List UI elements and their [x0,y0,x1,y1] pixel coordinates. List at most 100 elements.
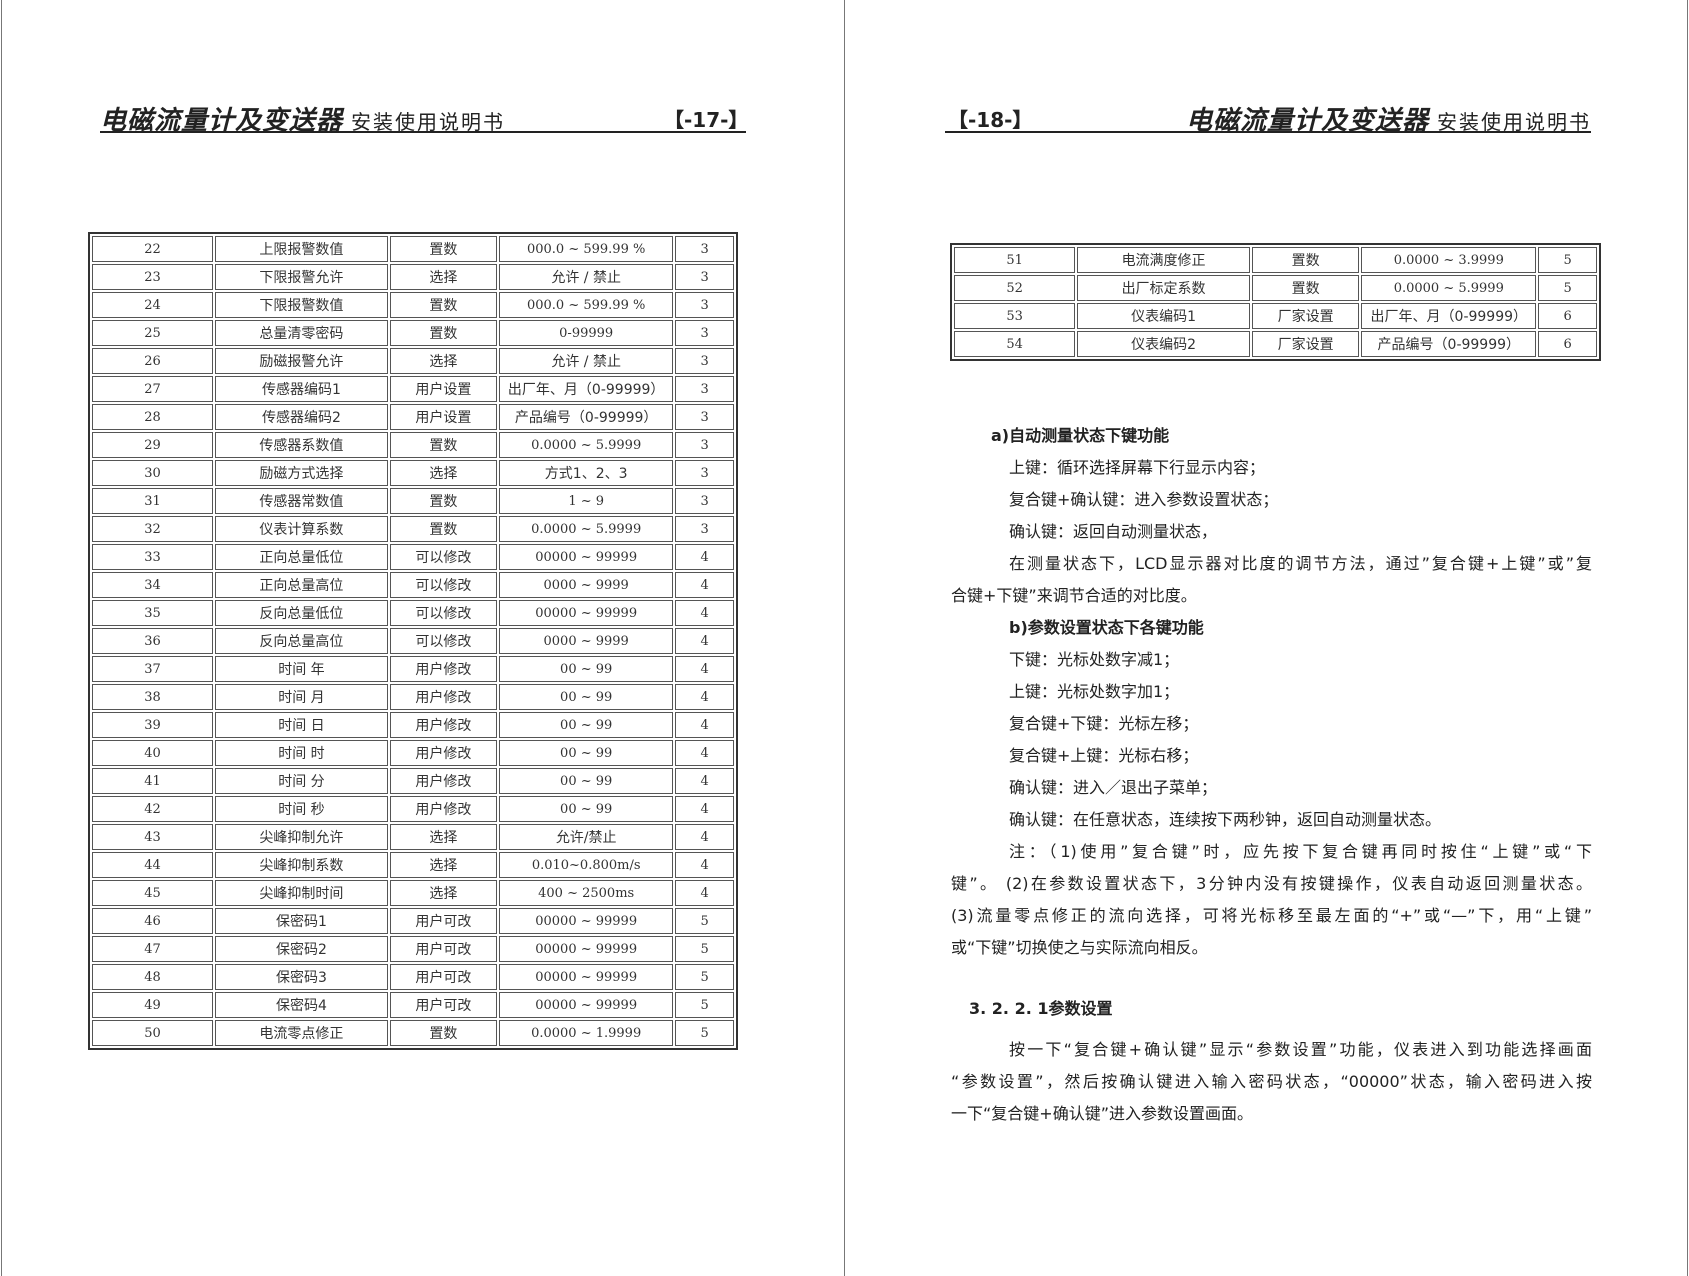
param-name: 传感器编码1 [215,376,388,402]
param-number: 34 [92,572,214,598]
param-mode: 厂家设置 [1251,331,1360,357]
table-row: 46 保密码1 用户可改 00000 ~ 99999 5 [92,908,734,934]
param-name: 电流零点修正 [215,1020,388,1046]
param-range: 出厂年、月（0-99999） [498,376,674,402]
param-number: 53 [954,303,1076,329]
table-row: 22 上限报警数值 置数 000.0 ~ 599.99 % 3 [92,236,734,262]
param-range: 00000 ~ 99999 [498,908,674,934]
table-row: 42 时间 秒用户修改 00 ~ 99 4 [92,796,734,822]
table-row: 52 出厂标定系数 置数 0.0000 ~ 5.9999 5 [954,275,1597,301]
text-line: 上键：循环选择屏幕下行显示内容； [1009,458,1266,477]
right-header-rule [945,131,1591,133]
param-mode: 用户修改 [389,740,497,766]
param-number: 38 [92,684,214,710]
param-number: 27 [92,376,214,402]
param-mode: 可以修改 [389,628,497,654]
table-row: 45 尖峰抑制时间 选择 400 ~ 2500ms 4 [92,880,734,906]
table-row: 54 仪表编码2 厂家设置 产品编号（0-99999） 6 [954,331,1597,357]
param-level: 3 [675,516,734,542]
text-line: b)参数设置状态下各键功能 [1009,618,1204,637]
param-number: 41 [92,768,214,794]
param-level: 4 [675,880,734,906]
param-mode: 用户设置 [389,376,497,402]
param-level: 3 [675,264,734,290]
param-range: 00 ~ 99 [498,796,674,822]
param-level: 4 [675,684,734,710]
manual-subtitle: 安装使用说明书 [1437,110,1591,134]
param-level: 4 [675,600,734,626]
param-range: 产品编号（0-99999） [1361,331,1537,357]
text-line: (3)流量零点修正的流向选择，可将光标移至最左面的“+”或“—”下，用“上键” [951,906,1592,925]
param-range: 产品编号（0-99999） [498,404,674,430]
table-row: 50 电流零点修正 置数 0.0000 ~ 1.9999 5 [92,1020,734,1046]
param-mode: 用户修改 [389,768,497,794]
param-name: 保密码2 [215,936,388,962]
table-row: 28 传感器编码2 用户设置 产品编号（0-99999） 3 [92,404,734,430]
param-range: 允许 / 禁止 [498,348,674,374]
parameter-table-left: 22 上限报警数值 置数 000.0 ~ 599.99 % 3 23 下限报警允许 选择 允许 … [88,232,738,1050]
param-number: 51 [954,247,1076,273]
param-range: 00 ~ 99 [498,740,674,766]
param-range: 400 ~ 2500ms [498,880,674,906]
text-line: 上键：光标处数字加1； [1009,682,1180,701]
param-number: 48 [92,964,214,990]
param-range: 允许 / 禁止 [498,264,674,290]
param-name: 出厂标定系数 [1077,275,1250,301]
param-mode: 用户修改 [389,712,497,738]
param-level: 5 [1538,247,1597,273]
param-name: 尖峰抑制系数 [215,852,388,878]
param-mode: 用户可改 [389,936,497,962]
param-level: 4 [675,712,734,738]
param-level: 5 [675,1020,734,1046]
manual-subtitle: 安装使用说明书 [351,110,506,134]
param-mode: 用户修改 [389,656,497,682]
param-name: 保密码1 [215,908,388,934]
param-mode: 置数 [389,1020,497,1046]
param-number: 45 [92,880,214,906]
param-mode: 选择 [389,264,497,290]
param-range: 00000 ~ 99999 [498,936,674,962]
param-mode: 选择 [389,348,497,374]
param-name: 时间 秒 [215,796,388,822]
param-level: 3 [675,460,734,486]
param-level: 5 [675,964,734,990]
text-line: 复合键+下键：光标左移； [1009,714,1199,733]
param-number: 22 [92,236,214,262]
param-name: 传感器常数值 [215,488,388,514]
param-level: 5 [1538,275,1597,301]
table-row: 24 下限报警数值 置数 000.0 ~ 599.99 % 3 [92,292,734,318]
param-mode: 置数 [389,432,497,458]
param-level: 4 [675,656,734,682]
param-range: 允许/禁止 [498,824,674,850]
table-row: 43 尖峰抑制允许 选择 允许/禁止 4 [92,824,734,850]
param-name: 励磁报警允许 [215,348,388,374]
param-name: 传感器系数值 [215,432,388,458]
param-level: 4 [675,544,734,570]
table-row: 33 正向总量低位 可以修改 00000 ~ 99999 4 [92,544,734,570]
param-mode: 用户可改 [389,992,497,1018]
param-mode: 置数 [389,488,497,514]
param-mode: 选择 [389,852,497,878]
param-mode: 用户修改 [389,684,497,710]
text-line: 注：（1)使用”复合键”时，应先按下复合键再同时按住“上键”或“下 [1009,842,1592,861]
param-level: 4 [675,852,734,878]
table-row: 26 励磁报警允许 选择 允许 / 禁止 3 [92,348,734,374]
table-row: 48 保密码3 用户可改 00000 ~ 99999 5 [92,964,734,990]
param-name: 正向总量高位 [215,572,388,598]
param-number: 43 [92,824,214,850]
param-range: 00 ~ 99 [498,768,674,794]
table-row: 27 传感器编码1 用户设置 出厂年、月（0-99999） 3 [92,376,734,402]
param-number: 28 [92,404,214,430]
param-mode: 选择 [389,460,497,486]
param-range: 方式1、2、3 [498,460,674,486]
table-row: 34 正向总量高位 可以修改 0000 ~ 9999 4 [92,572,734,598]
param-number: 29 [92,432,214,458]
param-level: 3 [675,292,734,318]
param-number: 37 [92,656,214,682]
param-number: 26 [92,348,214,374]
text-line: 确认键：在任意状态，连续按下两秒钟，返回自动测量状态。 [1009,810,1442,829]
param-number: 32 [92,516,214,542]
param-number: 39 [92,712,214,738]
param-mode: 用户可改 [389,908,497,934]
param-number: 33 [92,544,214,570]
